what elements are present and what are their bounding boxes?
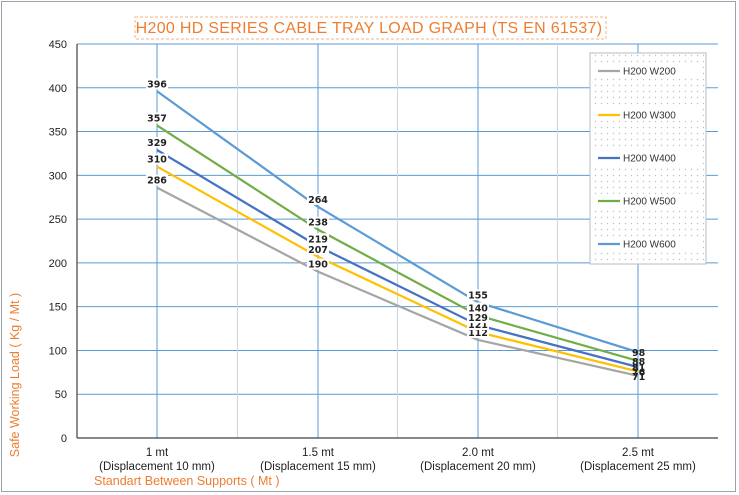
legend-entry-label: H200 W400 xyxy=(623,154,676,165)
data-label-bg xyxy=(146,112,168,124)
x-tick-label: 2.0 mt xyxy=(462,447,495,459)
legend: H200 W200 H200 W300 H200 W400 H200 W500 H200… xyxy=(589,52,707,265)
data-label-bg xyxy=(307,243,329,255)
data-label: 155 xyxy=(468,290,488,301)
data-label-layer: 286 190 112 71 310 207 121 76 329 219 129 81 357 238 1… xyxy=(146,78,646,383)
y-tick-label: 450 xyxy=(49,39,67,51)
chart-title: H200 HD SERIES CABLE TRAY LOAD GRAPH (TS… xyxy=(136,20,603,37)
data-label: 219 xyxy=(308,234,328,245)
y-tick-label: 0 xyxy=(61,433,67,445)
data-label: 71 xyxy=(632,372,645,383)
data-label-bg xyxy=(467,326,489,338)
y-axis-label: Safe Working Load ( Kg / Mt ) xyxy=(8,293,22,457)
y-tick-label: 400 xyxy=(49,83,67,95)
chart-title-box xyxy=(134,16,607,40)
y-tick-label: 100 xyxy=(49,345,67,357)
x-axis-label: Standart Between Supports ( Mt ) xyxy=(94,474,280,488)
legend-entry-label: H200 W500 xyxy=(623,197,676,208)
x-tick-sublabel: (Displacement 25 mm) xyxy=(580,461,696,473)
legend-entry-bg xyxy=(594,64,702,77)
data-label-bg xyxy=(307,216,329,228)
data-label: 121 xyxy=(468,320,488,331)
data-label: 329 xyxy=(147,138,167,149)
data-label-bg xyxy=(307,193,329,205)
y-tick-label: 150 xyxy=(49,302,67,314)
data-label: 207 xyxy=(308,245,328,256)
x-tick-sublabel: (Displacement 20 mm) xyxy=(420,461,536,473)
data-label-bg xyxy=(307,233,329,245)
x-tick-sublabel: (Displacement 10 mm) xyxy=(99,461,215,473)
x-tick-label: 1.5 mt xyxy=(302,447,335,459)
series-line xyxy=(156,148,639,369)
x-tick-label: 1 mt xyxy=(146,447,169,459)
data-label: 190 xyxy=(308,260,328,271)
series-line xyxy=(156,165,639,373)
data-label: 129 xyxy=(468,313,488,324)
data-label-bg xyxy=(467,289,489,301)
data-label-bg xyxy=(146,153,168,165)
data-label-bg xyxy=(146,174,168,186)
y-tick-label: 250 xyxy=(49,214,67,226)
data-label: 76 xyxy=(632,367,646,378)
legend-entry-label: H200 W600 xyxy=(623,240,676,251)
axis-layer: 0 50 100 150 200 250 300 350 400 450 1 mt (Displace… xyxy=(49,39,718,473)
data-label: 264 xyxy=(308,195,328,206)
series-line xyxy=(156,90,639,354)
data-label: 140 xyxy=(468,303,488,314)
series-line xyxy=(156,186,639,377)
legend-entry-bg xyxy=(594,151,702,164)
data-label: 286 xyxy=(147,176,167,187)
data-label-bg xyxy=(146,78,168,90)
y-tick-label: 200 xyxy=(49,258,67,270)
data-label: 112 xyxy=(468,328,488,339)
data-label-bg xyxy=(467,312,489,324)
data-label: 88 xyxy=(632,357,646,368)
y-tick-label: 50 xyxy=(55,389,67,401)
data-label: 310 xyxy=(147,155,167,166)
data-label: 396 xyxy=(147,79,167,90)
legend-entry-bg xyxy=(594,194,702,207)
data-label-bg xyxy=(146,136,168,148)
legend-entry-label: H200 W300 xyxy=(623,111,676,122)
data-label-bg xyxy=(467,302,489,314)
x-tick-sublabel: (Displacement 15 mm) xyxy=(260,461,376,473)
data-label: 238 xyxy=(308,218,328,229)
legend-entry-bg xyxy=(594,237,702,250)
data-label: 98 xyxy=(632,348,646,359)
data-label-bg xyxy=(307,258,329,270)
data-label: 357 xyxy=(147,113,167,124)
series-line xyxy=(156,124,639,363)
x-tick-label: 2.5 mt xyxy=(622,447,655,459)
series-layer xyxy=(156,90,639,377)
legend-entry-bg xyxy=(594,108,702,121)
legend-entry-label: H200 W200 xyxy=(623,67,676,78)
data-label: 81 xyxy=(632,363,645,374)
y-tick-label: 350 xyxy=(49,127,67,139)
data-label-bg xyxy=(467,319,489,331)
y-tick-label: 300 xyxy=(49,170,67,182)
